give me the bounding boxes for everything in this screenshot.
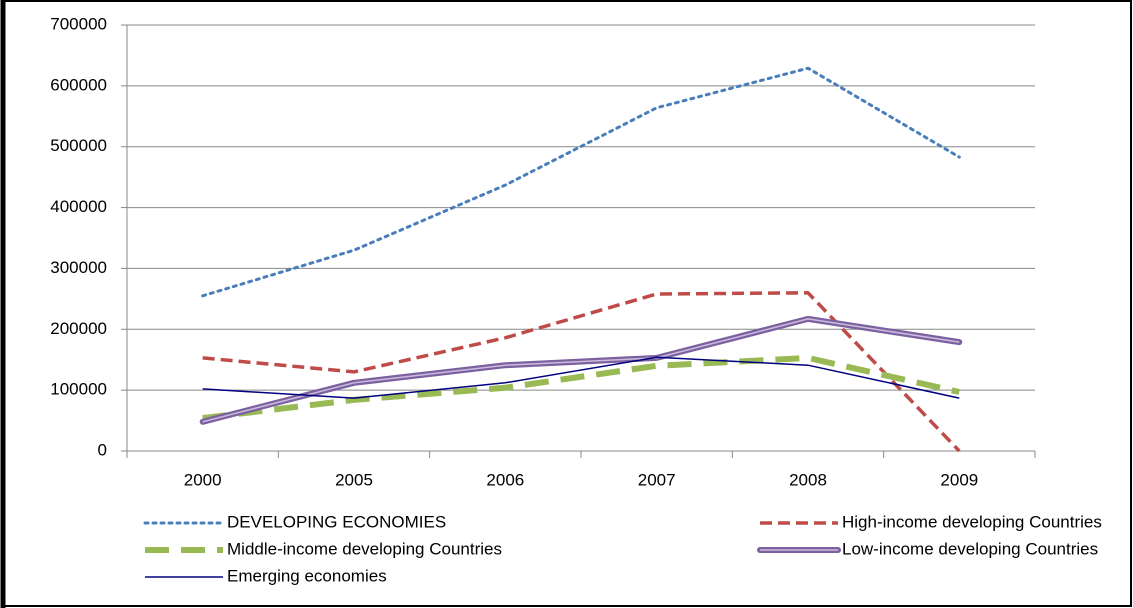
y-tick-label: 200000 xyxy=(50,319,107,338)
y-tick-label: 600000 xyxy=(50,75,107,94)
legend-label: Low-income developing Countries xyxy=(842,539,1098,558)
legend-label: Middle-income developing Countries xyxy=(227,539,502,558)
x-tick-label: 2005 xyxy=(335,470,373,489)
line-highlight xyxy=(202,318,960,423)
x-tick-label: 2006 xyxy=(486,470,524,489)
legend-label: High-income developing Countries xyxy=(842,512,1102,531)
x-tick-label: 2007 xyxy=(638,470,676,489)
x-tick-label: 2000 xyxy=(184,470,222,489)
x-tick-label: 2009 xyxy=(940,470,978,489)
y-tick-label: 300000 xyxy=(50,258,107,277)
y-tick-label: 500000 xyxy=(50,136,107,155)
y-tick-label: 400000 xyxy=(50,197,107,216)
y-tick-label: 0 xyxy=(98,440,107,459)
y-tick-label: 700000 xyxy=(50,14,107,33)
y-tick-label: 100000 xyxy=(50,380,107,399)
series-line xyxy=(202,354,960,422)
series-line xyxy=(201,66,961,298)
legend-label: Emerging economies xyxy=(227,566,387,585)
series-line xyxy=(202,356,960,399)
legend-label: DEVELOPING ECONOMIES xyxy=(227,512,446,531)
series-line xyxy=(202,291,961,453)
x-tick-label: 2008 xyxy=(789,470,827,489)
